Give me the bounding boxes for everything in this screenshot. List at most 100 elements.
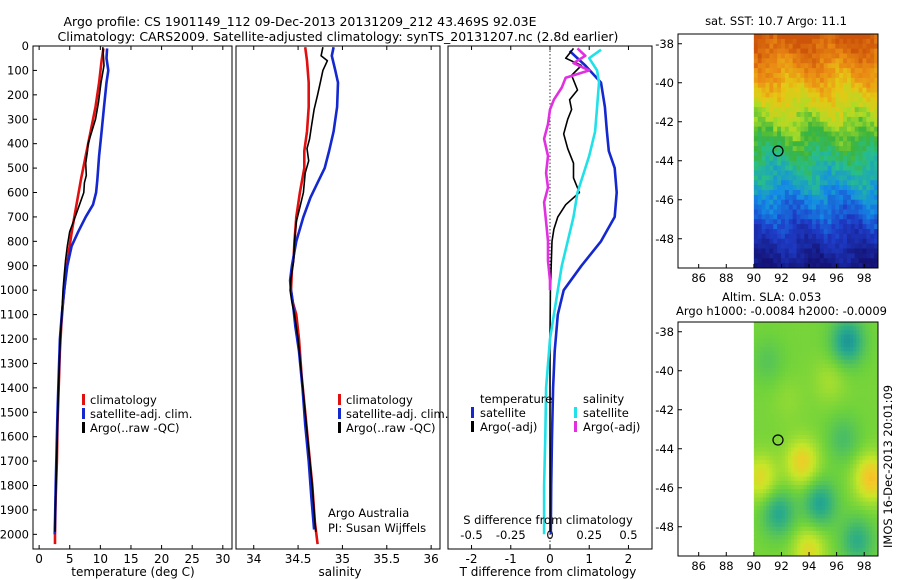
sst-cell — [804, 233, 809, 240]
sst-cell — [870, 194, 875, 201]
sla-cell — [859, 530, 863, 536]
sst-cell — [866, 243, 871, 249]
sla-cell — [846, 535, 851, 540]
sla-cell — [822, 439, 826, 444]
sst-cell — [874, 92, 879, 98]
sla-cell — [834, 480, 839, 486]
sla-cell — [856, 409, 860, 415]
sst-cell — [870, 204, 875, 210]
sla-cell — [794, 322, 798, 327]
sla-cell — [784, 434, 789, 440]
sla-cell — [769, 514, 773, 519]
sla-cell — [753, 347, 758, 352]
sst-cell — [761, 229, 766, 235]
sst-cell — [781, 92, 786, 98]
sla-cell — [781, 451, 786, 457]
sla-cell — [831, 384, 835, 390]
sst-cell — [819, 180, 825, 186]
sla-cell — [756, 493, 761, 498]
sla-cell — [756, 472, 761, 478]
sla-cell — [775, 338, 780, 344]
sla-cell — [840, 443, 845, 448]
sla-cell — [853, 359, 857, 365]
sla-cell — [846, 501, 851, 507]
sla-cell — [800, 480, 804, 486]
sla-cell — [859, 359, 863, 365]
sla-cell — [809, 459, 814, 465]
sst-cell — [773, 92, 778, 98]
sla-cell — [769, 322, 773, 327]
sla-cell — [840, 547, 845, 553]
sla-cell — [822, 418, 826, 423]
sla-cell — [825, 510, 829, 515]
sst-cell — [823, 229, 828, 235]
sst-cell — [773, 155, 778, 162]
sla-cell — [791, 430, 795, 436]
salinity-series-argo-raw-qc- — [289, 47, 329, 532]
sla-cell — [859, 447, 863, 452]
sla-cell — [763, 393, 767, 398]
sst-cell — [792, 34, 797, 40]
sla-cell — [812, 551, 817, 557]
sst-cell — [808, 224, 813, 230]
sla-cell — [874, 514, 879, 519]
sla-cell — [837, 505, 842, 511]
sla-cell — [791, 439, 795, 444]
sla-cell — [775, 372, 780, 377]
sla-cell — [834, 514, 839, 519]
sla-cell — [781, 334, 786, 340]
sla-cell — [769, 397, 773, 402]
sla-cell — [874, 347, 879, 352]
sla-cell — [797, 443, 801, 448]
sla-cell — [825, 422, 829, 427]
sst-cell — [812, 204, 817, 210]
sla-cell — [756, 359, 761, 365]
sst-cell — [858, 238, 863, 245]
sla-cell — [778, 351, 783, 356]
sla-cell — [874, 351, 879, 356]
sla-cell — [794, 518, 798, 523]
sla-cell — [760, 384, 764, 390]
sla-cell — [788, 493, 792, 498]
sla-cell — [859, 372, 863, 377]
sst-cell — [792, 43, 797, 50]
sst-cell — [843, 185, 848, 191]
sst-cell — [866, 141, 871, 147]
sst-cell — [843, 258, 848, 264]
sla-cell — [800, 526, 804, 532]
sla-cell — [853, 330, 857, 335]
sla-cell — [766, 539, 770, 544]
sla-cell — [874, 547, 879, 553]
sla-cell — [760, 497, 764, 503]
sla-cell — [831, 505, 835, 511]
sla-cell — [794, 338, 798, 344]
sst-cell — [788, 165, 794, 171]
sst-cell — [804, 238, 809, 245]
sla-cell — [834, 322, 839, 327]
sla-cell — [819, 514, 823, 519]
sla-cell — [809, 476, 814, 482]
sla-cell — [859, 342, 863, 348]
sst-cell — [773, 180, 778, 186]
sst-cell — [846, 253, 852, 259]
legend-swatch-argo — [82, 422, 85, 433]
sla-cell — [871, 501, 876, 507]
sst-cell — [788, 204, 794, 210]
sla-cell — [859, 334, 863, 340]
sla-cell — [862, 426, 866, 432]
sst-cell — [835, 243, 840, 249]
sst-cell — [843, 34, 848, 40]
sst-cell — [792, 68, 797, 74]
sla-cell — [859, 355, 863, 361]
sst-cell — [781, 116, 786, 123]
sla-cell — [791, 530, 795, 536]
sla-cell — [809, 401, 814, 406]
sla-cell — [865, 409, 870, 415]
sst-cell — [761, 185, 766, 191]
sla-cell — [788, 388, 792, 394]
sla-cell — [865, 522, 870, 528]
sla-cell — [819, 447, 823, 452]
sst-cell — [769, 175, 774, 181]
sst-cell — [850, 253, 856, 259]
sla-cell — [840, 455, 845, 461]
